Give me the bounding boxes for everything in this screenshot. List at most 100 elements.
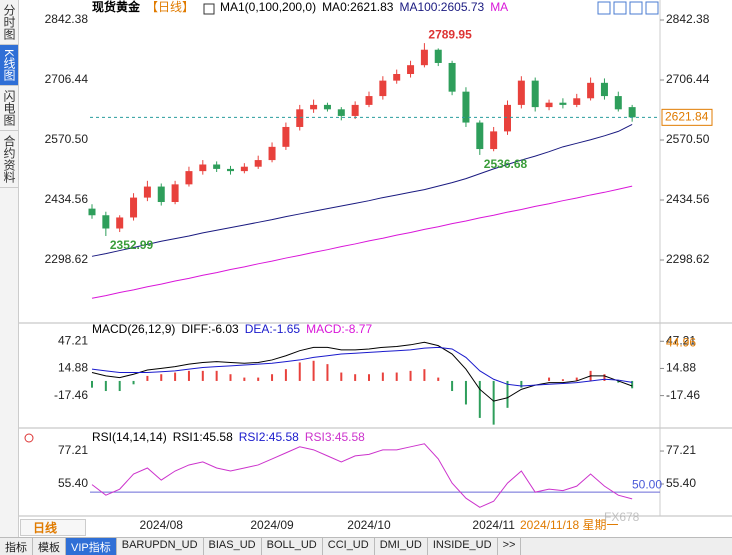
candle-body xyxy=(351,104,359,116)
high-annotation: 2789.95 xyxy=(428,27,472,41)
tab[interactable]: VIP指标 xyxy=(66,538,117,555)
candle-body xyxy=(282,126,290,147)
macd-bar xyxy=(381,372,384,381)
macd-bar xyxy=(451,380,454,392)
y-tick-label: -17.46 xyxy=(54,388,88,402)
last-price-box xyxy=(661,108,713,126)
series-line xyxy=(91,123,633,257)
y-tick-label: 55.40 xyxy=(666,476,696,490)
tab[interactable]: BIAS_UD xyxy=(204,538,262,555)
candle-body xyxy=(462,91,470,123)
candle-body xyxy=(116,217,124,229)
legend-text: 【日线】 xyxy=(146,0,194,14)
x-tick-label: 2024/09 xyxy=(250,518,294,532)
tab[interactable]: INSIDE_UD xyxy=(428,538,498,555)
candle-body xyxy=(296,109,304,127)
candle-body xyxy=(379,80,387,97)
candle-body xyxy=(268,146,276,161)
candle-body xyxy=(573,98,581,105)
macd-bar xyxy=(284,369,287,381)
candle-body xyxy=(420,49,428,66)
tab[interactable]: DMI_UD xyxy=(375,538,428,555)
candle-body xyxy=(393,74,401,81)
legend-text: MA100:2605.73 xyxy=(399,0,484,14)
y-tick-label: -17.46 xyxy=(666,388,700,402)
macd-bar xyxy=(160,374,163,381)
candle-body xyxy=(517,80,525,105)
macd-bar xyxy=(520,380,523,388)
sidebar-tab[interactable]: 分时图 xyxy=(0,0,18,45)
candle-body xyxy=(490,131,498,150)
macd-bar xyxy=(340,372,343,381)
y-tick-label: 47.21 xyxy=(666,333,696,347)
watermark: FX678 xyxy=(604,510,640,524)
cursor-date: 2024/11/18 星期一 xyxy=(520,518,619,532)
candle-body xyxy=(545,102,553,108)
candle-body xyxy=(310,104,318,110)
macd-bar xyxy=(423,369,426,381)
macd-bar xyxy=(478,380,481,418)
macd-bar xyxy=(561,379,564,381)
y-tick-label: 2298.62 xyxy=(45,252,89,266)
tab[interactable]: BARUPDN_UD xyxy=(117,538,204,555)
tab-bar: 指标 模板 VIP指标 BARUPDN_UD BIAS_UD BOLL_UD CCI_UD D… xyxy=(0,537,732,555)
candle-body xyxy=(213,164,221,169)
series-line xyxy=(91,346,633,387)
tool-icon[interactable] xyxy=(645,1,659,15)
legend-text: MA1(0,100,200,0) xyxy=(220,0,316,14)
tool-icon[interactable] xyxy=(629,1,643,15)
candle-body xyxy=(130,197,138,218)
candle-body xyxy=(407,65,415,75)
legend-text: DIFF:-6.03 xyxy=(181,322,239,336)
macd-bar xyxy=(271,374,274,381)
candle-body xyxy=(448,62,456,92)
y-tick-label: 47.21 xyxy=(58,333,88,347)
macd-bar xyxy=(326,364,329,381)
tool-icon[interactable] xyxy=(613,1,627,15)
legend-text: RSI(14,14,14) xyxy=(92,430,167,444)
macd-bar xyxy=(409,370,412,381)
reference-label: 50.00 xyxy=(632,477,662,491)
macd-bar xyxy=(174,372,177,381)
macd-bar xyxy=(617,380,620,383)
sidebar-tab[interactable]: 闪电图 xyxy=(0,86,18,132)
macd-bar xyxy=(548,377,551,381)
series-line xyxy=(91,341,633,402)
tool-icon[interactable] xyxy=(597,1,611,15)
candle-body xyxy=(587,82,595,99)
tab[interactable]: CCI_UD xyxy=(323,538,375,555)
tab[interactable]: BOLL_UD xyxy=(262,538,323,555)
sidebar-tab[interactable]: K线图 xyxy=(0,45,18,87)
y-tick-label: 2298.62 xyxy=(666,252,710,266)
last-price-label: 2621.84 xyxy=(665,110,709,124)
y-tick-label: 2434.56 xyxy=(45,192,89,206)
legend-text: DEA:-1.65 xyxy=(245,322,301,336)
y-tick-label: 77.21 xyxy=(58,443,88,457)
sidebar: 分时图 K线图 闪电图 合约资料 xyxy=(0,0,19,537)
legend-text: RSI3:45.58 xyxy=(305,430,365,444)
macd-bar xyxy=(603,374,606,381)
candle-body xyxy=(102,215,110,229)
y-tick-label: 2434.56 xyxy=(666,192,710,206)
tab[interactable]: 模板 xyxy=(33,538,66,555)
period-button[interactable]: 日线 xyxy=(20,519,86,536)
candle-body xyxy=(157,186,165,203)
macd-bar xyxy=(118,380,121,392)
candle-body xyxy=(171,184,179,203)
y-tick-label: 2706.44 xyxy=(666,72,710,86)
macd-bar xyxy=(368,374,370,381)
tab[interactable]: 指标 xyxy=(0,538,33,555)
legend-text: RSI1:45.58 xyxy=(173,430,233,444)
macd-bar xyxy=(243,377,246,381)
candle-body xyxy=(434,49,442,63)
macd-bar xyxy=(631,380,634,389)
tab[interactable]: >> xyxy=(498,538,522,555)
y-tick-label: 2842.38 xyxy=(666,12,710,26)
macd-bar xyxy=(229,374,232,381)
candle-body xyxy=(199,164,207,172)
legend-text: 现货黄金 xyxy=(92,0,141,14)
sidebar-tab[interactable]: 合约资料 xyxy=(0,131,18,189)
macd-bar xyxy=(132,380,135,385)
candle-body xyxy=(365,96,373,105)
